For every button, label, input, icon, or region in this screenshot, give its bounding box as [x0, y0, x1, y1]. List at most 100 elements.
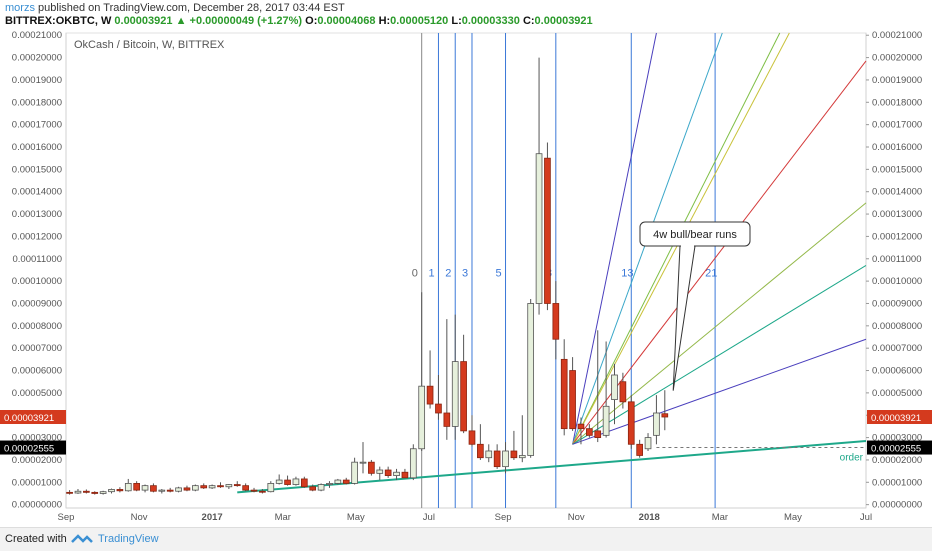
candle-body — [326, 483, 333, 485]
candle-body — [309, 486, 317, 491]
x-tick-label: Mar — [275, 512, 291, 523]
candle-body — [83, 490, 90, 493]
candle-body — [166, 489, 174, 492]
y-tick-label-right: 0.00016000 — [872, 142, 922, 153]
candle-body — [250, 489, 258, 492]
candle-body — [477, 443, 484, 459]
candle-body — [175, 487, 182, 492]
candle-body — [560, 358, 568, 430]
chart-header: morzs published on TradingView.com, Dece… — [0, 0, 932, 30]
fib-zone-label: 1 — [428, 268, 434, 280]
candle-body — [518, 455, 526, 459]
x-tick-label: Mar — [712, 512, 728, 523]
y-tick-label-left: 0.00009000 — [12, 298, 62, 309]
y-tick-label-right: 0.00008000 — [872, 321, 922, 332]
candle-body — [435, 403, 442, 414]
publish-info: morzs published on TradingView.com, Dece… — [5, 2, 345, 15]
candle-body — [468, 430, 476, 445]
y-tick-label-left: 0.00019000 — [12, 75, 62, 86]
annotation-text: 4w bull/bear runs — [653, 229, 737, 241]
candle-body — [284, 479, 291, 485]
y-tick-label-left: 0.00020000 — [12, 53, 62, 64]
annotation-pointer — [672, 245, 696, 391]
tradingview-logo-icon[interactable] — [70, 531, 94, 547]
candle-body — [451, 361, 459, 427]
y-tick-label-left: 0.00006000 — [12, 366, 62, 377]
y-tick-label-left: 0.00015000 — [12, 164, 62, 175]
y-tick-label-right: 0.00018000 — [872, 97, 922, 108]
y-tick-label-right: 0.00006000 — [872, 366, 922, 377]
y-tick-label-right: 0.00017000 — [872, 120, 922, 131]
candle-body — [586, 428, 593, 436]
y-tick-label-right: 0.00010000 — [872, 276, 922, 287]
y-tick-label-left: 0.00016000 — [12, 142, 62, 153]
y-tick-label-right: 0.00012000 — [872, 231, 922, 242]
footer-bar: Created with TradingView — [0, 527, 932, 551]
candle-body — [393, 471, 400, 476]
low-label: L: — [451, 15, 462, 27]
fan-line — [572, 202, 867, 445]
y-tick-label-right: 0.00011000 — [872, 254, 922, 265]
y-tick-label-right: 0.00001000 — [872, 477, 922, 488]
fan-line — [572, 338, 867, 445]
fib-zone-label: 3 — [462, 268, 468, 280]
up-arrow-icon: ▲ — [175, 15, 187, 27]
y-tick-label-left: 0.00002000 — [12, 455, 62, 466]
price-badge-left — [0, 440, 66, 455]
candle-body — [317, 484, 325, 491]
x-tick-label: May — [347, 512, 365, 523]
candle-body — [192, 485, 199, 491]
x-tick-label: Sep — [58, 512, 75, 523]
candle-body — [300, 478, 308, 488]
price-badge-right-label: 0.00002555 — [871, 444, 921, 455]
candle-body — [493, 450, 501, 468]
y-tick-label-right: 0.00005000 — [872, 388, 922, 399]
candle-body — [116, 489, 124, 492]
candle-body — [594, 430, 602, 438]
publisher-name[interactable]: morzs — [5, 2, 35, 14]
candle-body — [661, 413, 669, 418]
candle-body — [359, 461, 367, 464]
candle-body — [233, 484, 241, 487]
candle-body — [200, 485, 208, 489]
close-label: C: — [522, 15, 535, 27]
high-label: H: — [378, 15, 391, 27]
candle-body — [108, 489, 115, 493]
fan-line — [572, 265, 867, 445]
price-badge-left-label: 0.00003921 — [4, 413, 54, 424]
price-change: +0.00000049 (+1.27%) — [189, 15, 303, 27]
candle-body — [426, 385, 434, 405]
candle-body — [376, 469, 384, 474]
symbol-label: BITTREX:OKBTC, W — [5, 15, 112, 27]
fib-zone-label: 2 — [445, 268, 451, 280]
y-tick-label-right: 0.00002000 — [872, 455, 922, 466]
y-tick-label-left: 0.00008000 — [12, 321, 62, 332]
fib-zone-label: 0 — [412, 268, 418, 280]
candle-body — [619, 381, 627, 403]
y-tick-label-right: 0.00003000 — [872, 433, 922, 444]
price-badge-right — [867, 410, 932, 425]
order-label: order — [840, 453, 864, 464]
fib-zone-label: 5 — [496, 268, 502, 280]
y-tick-label-left: 0.00021000 — [12, 30, 62, 41]
candle-body — [552, 303, 560, 340]
y-tick-label-right: 0.00014000 — [872, 187, 922, 198]
candle-body — [485, 450, 493, 459]
fan-line — [572, 32, 657, 445]
trendline — [237, 439, 867, 494]
candle-body — [99, 491, 107, 494]
candle-body — [527, 303, 535, 456]
candle-body — [334, 479, 342, 484]
candle-body — [208, 485, 216, 489]
y-tick-label-right: 0.00000000 — [872, 500, 922, 511]
tradingview-brand[interactable]: TradingView — [98, 533, 159, 545]
candle-body — [384, 469, 392, 476]
price-chart[interactable]: 0.00021000 0.00021000 0.00020000 0.00020000… — [0, 0, 932, 527]
candle-body — [275, 479, 283, 484]
x-tick-label: Jul — [860, 512, 872, 523]
candle-body — [418, 385, 426, 450]
y-tick-label-left: 0.00000000 — [12, 500, 62, 511]
y-tick-label-left: 0.00007000 — [12, 343, 62, 354]
y-tick-label-left: 0.00013000 — [12, 209, 62, 220]
candle-body — [627, 401, 635, 445]
